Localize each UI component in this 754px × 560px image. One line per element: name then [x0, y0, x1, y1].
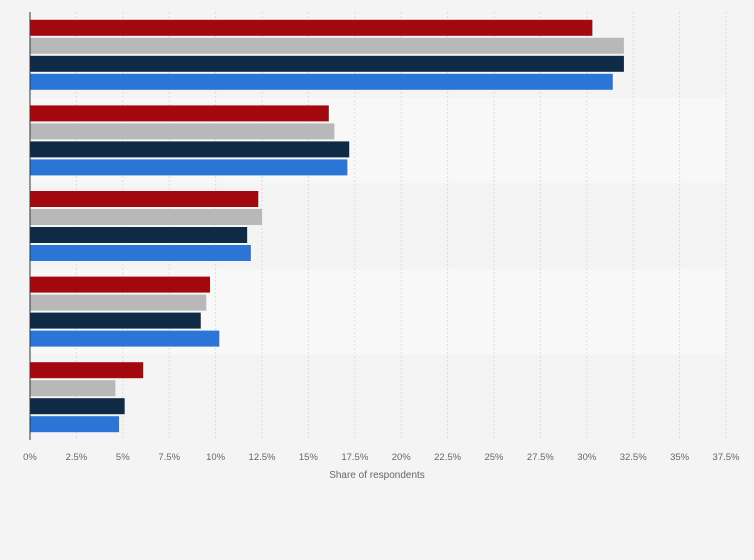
bar	[30, 416, 120, 433]
bar	[30, 362, 144, 379]
bar	[30, 19, 593, 36]
x-axis-label: Share of respondents	[329, 470, 425, 481]
x-tick-label: 0%	[23, 452, 37, 463]
bar	[30, 330, 220, 347]
x-tick-labels: 0% 2.5% 5% 7.5% 10% 12.5% 15% 17.5% 20% 22.5% 25% 2…	[23, 452, 740, 463]
bar	[30, 380, 116, 397]
x-tick-label: 25%	[484, 452, 504, 463]
x-tick-label: 37.5%	[713, 452, 740, 463]
x-tick-label: 32.5%	[620, 452, 647, 463]
x-tick-label: 27.5%	[527, 452, 554, 463]
x-tick-label: 22.5%	[434, 452, 461, 463]
bars	[30, 19, 624, 433]
x-tick-label: 20%	[392, 452, 412, 463]
x-tick-label: 2.5%	[66, 452, 88, 463]
bar	[30, 55, 624, 72]
bar	[30, 276, 211, 293]
bar	[30, 141, 350, 158]
category-band	[30, 354, 726, 440]
bar	[30, 398, 125, 415]
bar	[30, 123, 335, 140]
bar	[30, 37, 624, 54]
x-tick-label: 17.5%	[341, 452, 368, 463]
bar	[30, 209, 262, 225]
x-tick-label: 12.5%	[249, 452, 276, 463]
x-tick-label: 7.5%	[158, 452, 180, 463]
bar	[30, 245, 251, 261]
bar	[30, 191, 259, 207]
bar	[30, 73, 613, 90]
x-tick-label: 5%	[116, 452, 130, 463]
bar	[30, 105, 329, 122]
bar	[30, 159, 348, 176]
x-tick-label: 10%	[206, 452, 226, 463]
bar	[30, 294, 207, 311]
x-tick-label: 30%	[577, 452, 597, 463]
x-tick-label: 15%	[299, 452, 319, 463]
bar	[30, 227, 248, 243]
x-tick-label: 35%	[670, 452, 690, 463]
bar	[30, 312, 201, 329]
